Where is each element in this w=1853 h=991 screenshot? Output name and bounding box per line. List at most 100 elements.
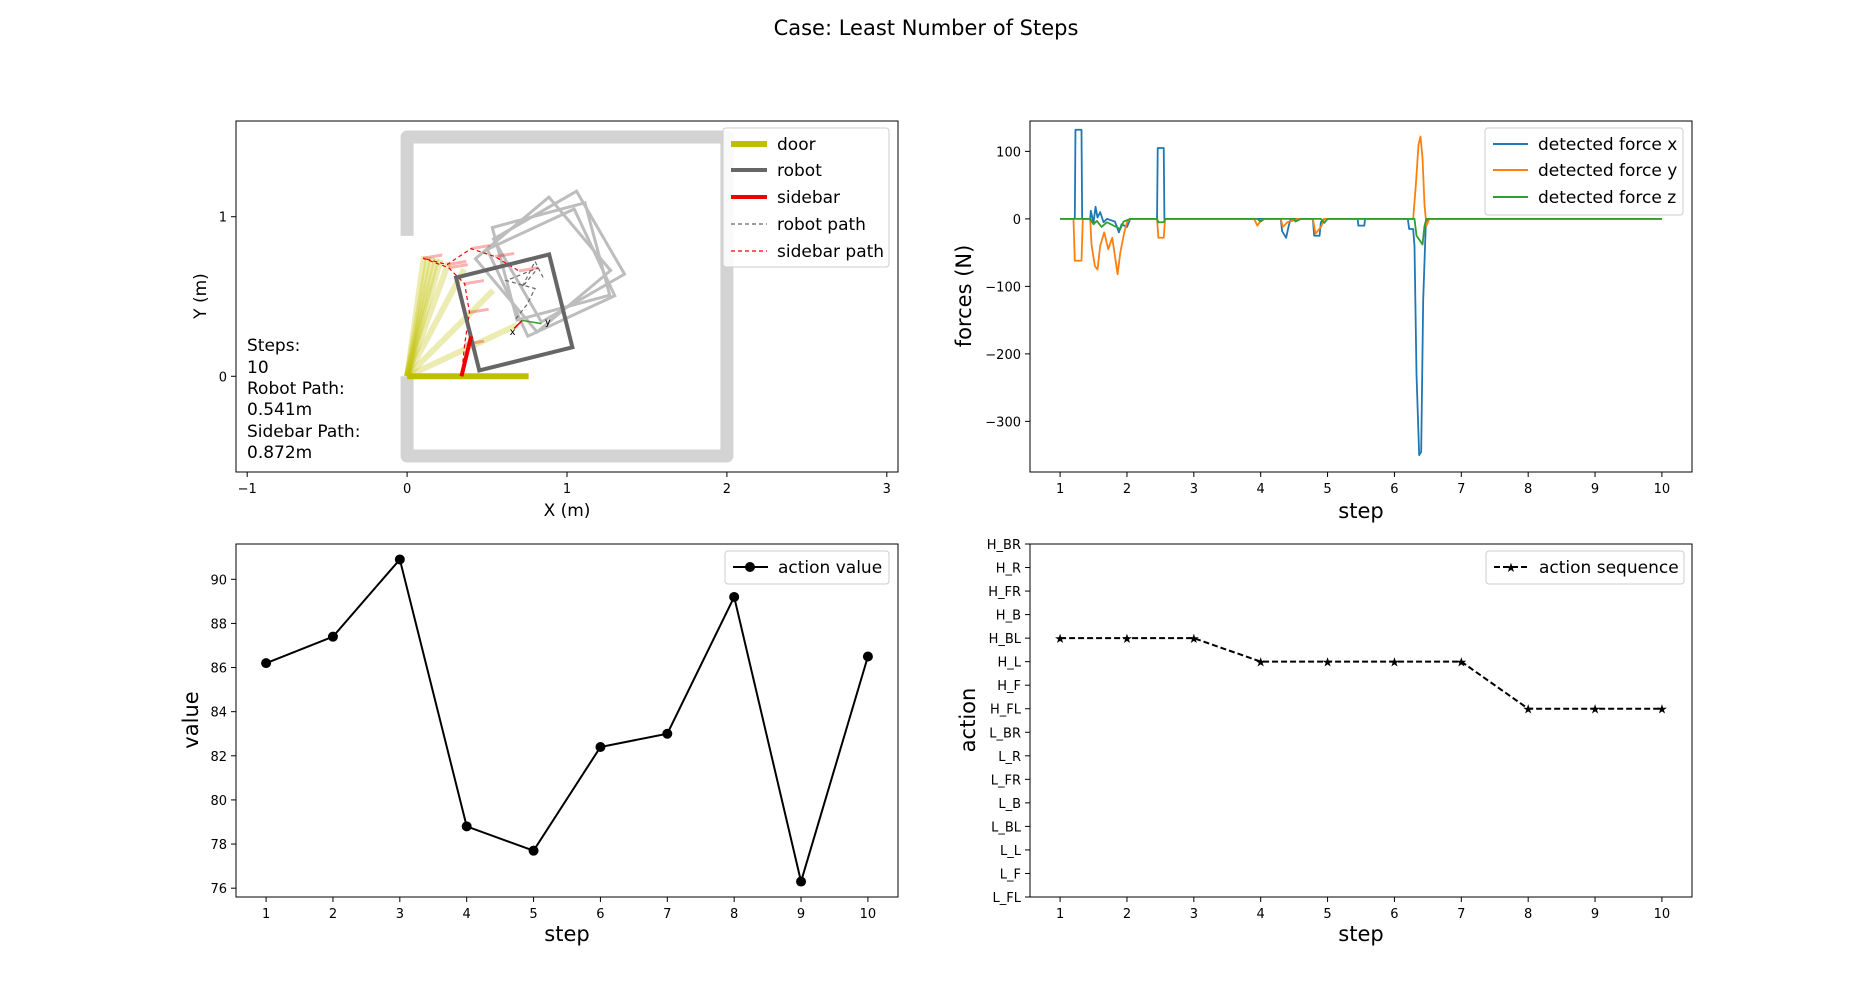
robot-ghost <box>485 206 617 339</box>
y-tick-label: 90 <box>210 573 227 588</box>
y-tick-label: L_BR <box>989 726 1021 741</box>
action-value-point <box>595 741 606 752</box>
y-tick-label: H_B <box>996 609 1021 624</box>
y-tick-label: 88 <box>210 617 227 632</box>
robot-frame-x-label: x <box>510 327 516 338</box>
forces-x-label: step <box>1338 499 1383 523</box>
x-tick-label: 9 <box>1591 482 1599 497</box>
robot-ghost <box>473 195 613 335</box>
x-tick-label: 3 <box>1190 907 1198 922</box>
legend-label-action-sequence: action sequence <box>1539 558 1679 578</box>
x-tick-label: −1 <box>238 482 257 497</box>
x-tick-label: 9 <box>797 907 805 922</box>
actions-x-label: step <box>1338 922 1383 946</box>
actions-axes-frame <box>1029 543 1693 898</box>
forces-legend: detected force x detected force y detect… <box>1484 127 1684 216</box>
door-ghost <box>404 257 440 378</box>
value-y-label: value <box>179 691 203 748</box>
legend-label-sidebar-path: sidebar path <box>777 242 884 262</box>
y-tick-label: H_BL <box>989 632 1022 647</box>
forces-legend-box <box>1484 127 1684 216</box>
y-tick-label: 86 <box>210 662 227 677</box>
y-tick-label: H_F <box>997 679 1021 694</box>
y-tick-label: 0 <box>219 370 227 385</box>
trajectory-annotation: Steps: 10 Robot Path: 0.541m Sidebar Pat… <box>247 336 360 463</box>
x-tick-label: 1 <box>262 907 270 922</box>
y-tick-label: L_FR <box>991 773 1021 788</box>
y-tick-label: H_FL <box>990 703 1022 718</box>
robot-frame-y-axis <box>522 319 542 325</box>
forces-clip <box>1060 128 1662 457</box>
y-tick-label: L_FL <box>993 891 1022 906</box>
robot-current <box>453 252 575 373</box>
door-ghost <box>404 261 452 378</box>
annotation-line-2: 10 <box>247 358 269 378</box>
sidebar-ghost <box>518 266 539 273</box>
trajectory-legend-box <box>722 127 890 268</box>
x-tick-label: 4 <box>1257 907 1265 922</box>
action-sequence-point: ★ <box>1589 703 1601 718</box>
y-tick-label: L_BL <box>991 820 1022 835</box>
y-tick-label: L_B <box>998 797 1021 812</box>
sidebar-ghost <box>494 251 515 259</box>
action-value-point <box>528 845 539 856</box>
door-ghost <box>404 288 496 379</box>
value-axes-frame <box>235 543 899 898</box>
action-value-point <box>862 651 873 662</box>
legend-label-force-z: detected force z <box>1538 188 1676 208</box>
annotation-line-4: 0.541m <box>247 400 312 420</box>
y-tick-label: 0 <box>1013 213 1021 228</box>
action-value-point <box>662 728 673 739</box>
action-sequence-point: ★ <box>1255 656 1267 671</box>
y-tick-label: H_FR <box>988 585 1021 600</box>
trajectory-clip: xy <box>400 130 734 463</box>
action-sequence-point: ★ <box>1455 656 1467 671</box>
door-ghost <box>405 322 519 379</box>
action-value-point <box>796 876 807 887</box>
sidebar-current <box>459 335 474 377</box>
x-tick-label: 7 <box>1457 482 1465 497</box>
action-sequence-point: ★ <box>1389 656 1401 671</box>
x-tick-label: 4 <box>463 907 471 922</box>
annotation-line-6: 0.872m <box>247 443 312 463</box>
sidebar-ghost <box>470 243 491 251</box>
action-sequence-point: ★ <box>1121 632 1133 647</box>
robot-frame-x-axis <box>513 319 523 329</box>
x-tick-label: 2 <box>329 907 337 922</box>
door-frame-wall <box>400 130 734 463</box>
action-sequence-point: ★ <box>1656 703 1668 718</box>
y-tick-label: −200 <box>985 348 1021 363</box>
door-ghost <box>404 257 436 377</box>
legend-label-robot-path: robot path <box>777 215 866 235</box>
action-value-point <box>261 658 272 669</box>
x-tick-label: 3 <box>396 907 404 922</box>
y-tick-label: −300 <box>985 415 1021 430</box>
trajectory-x-label: X (m) <box>544 501 591 521</box>
sidebar-path-line <box>422 247 520 377</box>
action-value-point <box>327 631 338 642</box>
actions-legend-box <box>1485 550 1685 585</box>
action-sequence-line <box>1060 637 1662 710</box>
action-sequence-point: ★ <box>1322 656 1334 671</box>
action-value-point <box>394 554 405 565</box>
sidebar-ghost <box>464 279 485 286</box>
forces-panel: 1 2 3 4 5 6 7 8 9 10 −300 −200 −100 0 100 step forces … <box>952 120 1693 523</box>
y-tick-label: H_R <box>996 562 1021 577</box>
robot-ghost <box>490 200 612 322</box>
x-tick-label: 5 <box>1323 482 1331 497</box>
y-tick-label: −100 <box>985 280 1021 295</box>
annotation-line-1: Steps: <box>247 336 300 356</box>
x-tick-label: 7 <box>663 907 671 922</box>
legend-label-force-x: detected force x <box>1538 135 1677 155</box>
x-tick-label: 5 <box>529 907 537 922</box>
sidebar-ghost <box>446 259 467 267</box>
y-tick-label: L_R <box>998 750 1021 765</box>
x-tick-label: 1 <box>563 482 571 497</box>
x-tick-label: 2 <box>1123 482 1131 497</box>
action-value-point <box>729 591 740 602</box>
force-x-line <box>1060 128 1662 457</box>
x-tick-label: 6 <box>1390 482 1398 497</box>
y-tick-label: 84 <box>210 706 227 721</box>
x-tick-label: 7 <box>1457 907 1465 922</box>
